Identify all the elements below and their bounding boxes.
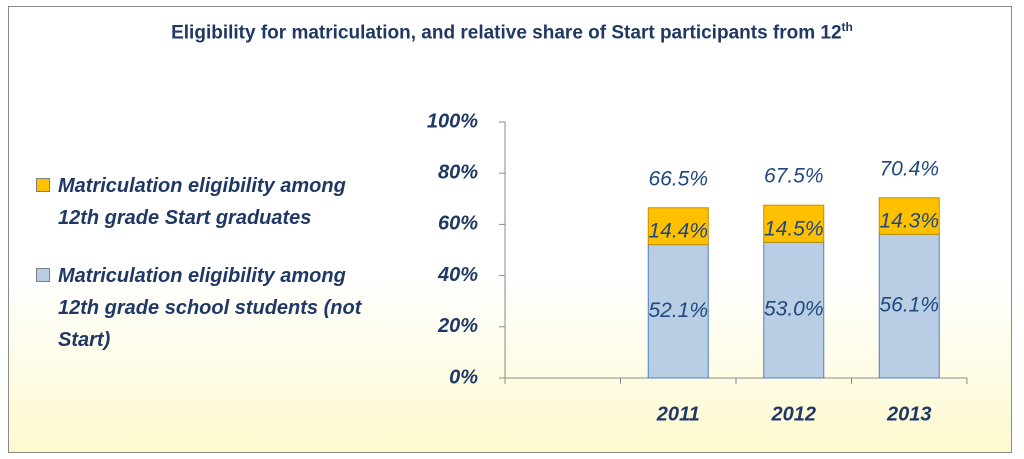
- x-tick-label: 2011: [656, 403, 700, 425]
- legend-swatch: [36, 178, 50, 192]
- title-text: Eligibility for matriculation, and relat…: [171, 22, 842, 44]
- data-label: 53.0%: [764, 298, 824, 321]
- legend-label: Matriculation eligibility among 12th gra…: [58, 175, 346, 229]
- legend-item: Matriculation eligibility among 12th gra…: [36, 260, 366, 356]
- bar-segment: [647, 207, 709, 246]
- bar-segment: [878, 197, 940, 235]
- x-tick-label: 2013: [886, 403, 932, 425]
- data-label: 14.3%: [879, 210, 939, 233]
- y-tick-label: 0%: [449, 366, 478, 388]
- total-label: 67.5%: [764, 165, 824, 188]
- title-superscript: th: [841, 20, 853, 34]
- y-tick-label: 100%: [427, 110, 478, 132]
- bar-segment: [763, 204, 825, 243]
- total-label: 70.4%: [879, 157, 939, 180]
- legend-label: Matriculation eligibility among 12th gra…: [58, 265, 362, 351]
- y-tick-label: 60%: [438, 213, 478, 235]
- data-label: 14.5%: [764, 217, 824, 240]
- total-label: 66.5%: [648, 167, 708, 190]
- bar-segment: [878, 233, 940, 379]
- legend-swatch: [36, 268, 50, 282]
- data-label: 52.1%: [648, 299, 708, 322]
- data-label: 56.1%: [879, 294, 939, 317]
- bar-segment: [763, 241, 825, 379]
- bar-segment: [647, 244, 709, 379]
- data-label: 14.4%: [648, 220, 708, 243]
- chart-title: Eligibility for matriculation, and relat…: [0, 20, 1024, 44]
- y-tick-label: 20%: [437, 315, 478, 337]
- y-tick-label: 80%: [438, 161, 478, 183]
- x-tick-label: 2012: [771, 403, 817, 425]
- legend-item: Matriculation eligibility among 12th gra…: [36, 170, 366, 234]
- y-tick-label: 40%: [437, 264, 478, 286]
